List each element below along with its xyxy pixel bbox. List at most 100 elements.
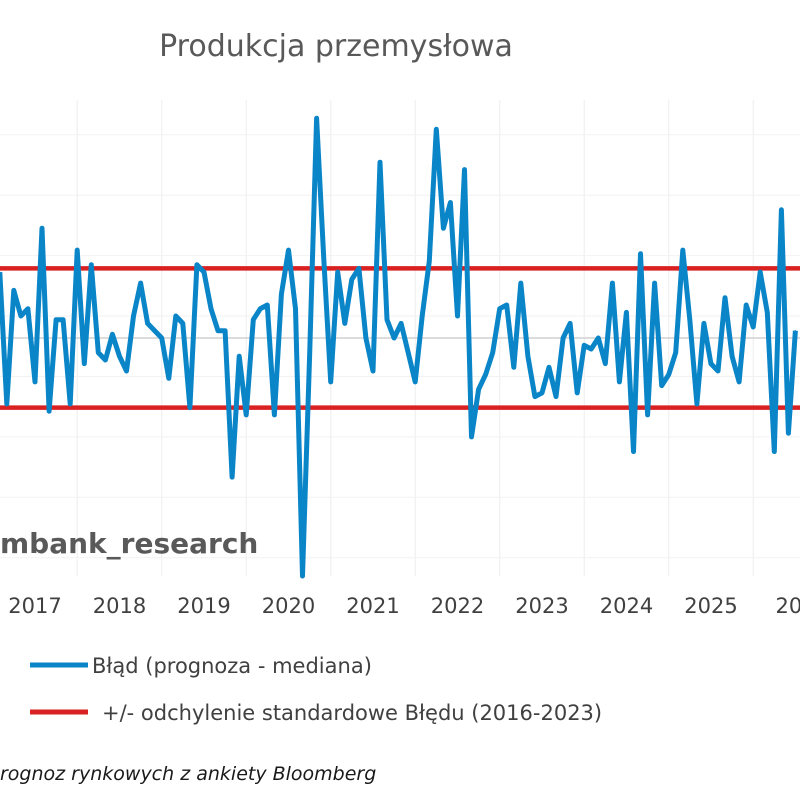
error-series-point (654, 282, 656, 284)
error-series-point (548, 366, 550, 368)
error-series-point (520, 282, 522, 284)
error-series-point (344, 322, 346, 324)
error-series-point (125, 370, 128, 372)
error-series-point (309, 355, 311, 357)
error-series-point (485, 374, 487, 376)
error-series-point (97, 352, 99, 354)
x-tick-label: 2023 (515, 594, 568, 618)
error-series-point (6, 403, 8, 405)
error-series-point (259, 308, 261, 310)
error-series-point (154, 330, 156, 332)
error-series-point (175, 315, 177, 317)
error-series-point (280, 293, 282, 295)
error-series-point (168, 377, 170, 379)
error-series-point (161, 337, 163, 339)
error-series-point (597, 337, 599, 339)
error-series-point (217, 330, 219, 332)
error-series-point (294, 308, 297, 310)
error-series-point (393, 337, 395, 339)
error-series-point (696, 403, 698, 405)
error-series-point (41, 227, 43, 229)
x-tick-label: 202 (775, 594, 800, 618)
error-series-point (478, 388, 480, 390)
error-series-point (147, 322, 149, 324)
error-series-point (576, 392, 578, 394)
error-series-point (287, 249, 290, 251)
error-series-point (76, 249, 78, 251)
error-series-point (118, 355, 121, 357)
error-series-point (231, 476, 233, 478)
error-series-point (351, 278, 353, 280)
error-series-point (83, 363, 85, 365)
error-series-point (245, 414, 247, 416)
error-series-point (632, 450, 635, 453)
error-series-point (738, 381, 740, 383)
error-series-point (555, 396, 557, 398)
error-series-point (224, 330, 226, 332)
error-series-point (773, 450, 775, 453)
error-series-point (717, 370, 719, 372)
x-tick-label: 2018 (93, 594, 146, 618)
error-series-point (238, 355, 240, 357)
error-series-point (604, 363, 606, 365)
error-series-point (534, 396, 536, 398)
watermark: mbank_research (0, 527, 258, 560)
error-series-point (527, 355, 529, 357)
error-series-point (421, 315, 423, 317)
source-note: rognoz rynkowych z ankiety Bloomberg (0, 763, 376, 785)
error-series-point (316, 117, 318, 119)
legend-label-error: Błąd (prognoza - mediana) (92, 654, 372, 678)
x-tick-label: 2020 (262, 594, 315, 618)
error-series-point (34, 381, 36, 383)
error-series-point (794, 330, 797, 332)
x-tick-label: 2017 (8, 594, 61, 618)
error-series-point (731, 355, 733, 357)
error-series-point (562, 337, 564, 339)
error-series-point (196, 264, 198, 266)
error-series-point (745, 304, 747, 306)
error-series-point (69, 403, 71, 405)
error-series-point (647, 414, 649, 416)
x-tick-label: 2025 (684, 594, 737, 618)
error-series-point (759, 271, 761, 273)
error-series-point (492, 352, 494, 354)
x-tick-label: 2021 (346, 594, 399, 618)
error-series-point (470, 436, 473, 438)
x-tick-label: 2024 (600, 594, 653, 618)
error-series-point (140, 282, 142, 284)
error-series-point (323, 256, 325, 258)
error-series-point (506, 304, 508, 306)
error-series-point (780, 209, 783, 211)
error-series-point (132, 315, 135, 317)
x-tick-label: 2019 (177, 594, 230, 618)
error-series-point (675, 352, 677, 354)
error-series-point (661, 385, 663, 387)
error-series-point (301, 575, 304, 577)
error-series-point (787, 432, 790, 434)
error-series-point (639, 253, 642, 255)
error-series-point (442, 227, 444, 229)
error-series-point (252, 319, 254, 321)
chart-title: Produkcja przemysłowa (159, 29, 513, 64)
error-series-point (104, 359, 106, 361)
error-series-point (611, 282, 614, 284)
x-tick-label: 2022 (431, 594, 484, 618)
error-series-point (668, 374, 670, 376)
error-series-point (407, 352, 409, 354)
error-series-line (0, 115, 798, 579)
error-series-point (499, 308, 501, 310)
error-series-point (703, 322, 705, 324)
error-series (0, 115, 798, 579)
error-series-point (710, 363, 712, 365)
error-series-point (27, 308, 29, 310)
error-series-point (428, 260, 430, 262)
error-series-point (111, 333, 113, 335)
error-series-point (55, 319, 57, 321)
error-series-point (266, 304, 268, 306)
error-series-point (590, 348, 592, 350)
error-series-point (62, 319, 64, 321)
error-series-point (386, 319, 388, 321)
error-series-point (13, 289, 15, 291)
error-series-point (583, 344, 585, 346)
